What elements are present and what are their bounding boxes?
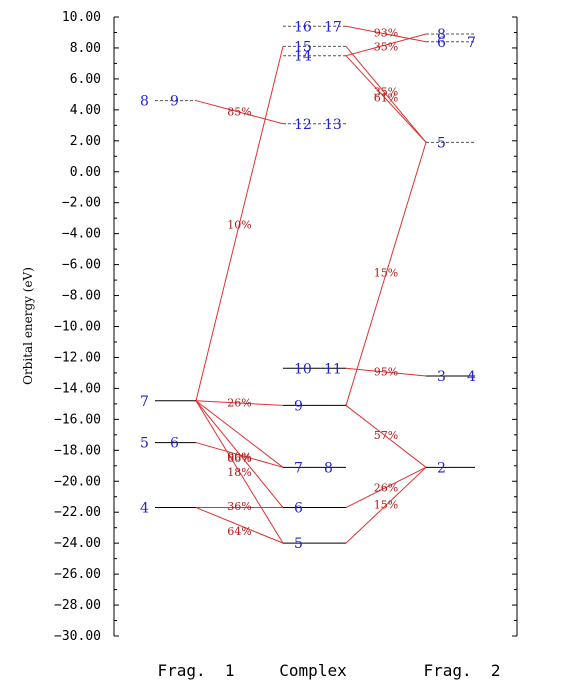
orbital-label: 4	[467, 369, 476, 385]
contribution-line	[195, 400, 284, 544]
orbital-label: 14	[294, 49, 312, 65]
tick-label: −18.00	[54, 443, 101, 458]
contribution-line	[345, 142, 427, 406]
tick-label: −4.00	[62, 227, 101, 242]
contribution-line	[345, 466, 427, 544]
contribution-percent: 57%	[374, 429, 398, 442]
tick-label: −6.00	[62, 258, 101, 273]
tick-label: 6.00	[70, 72, 101, 87]
orbital-label: 12	[294, 117, 312, 133]
contribution-percent: 95%	[374, 365, 398, 378]
tick-label: −30.00	[54, 629, 101, 644]
contribution-line	[195, 442, 284, 468]
axis-title: Orbital energy (eV)	[21, 267, 35, 385]
contribution-percent: 35%	[374, 40, 398, 53]
orbital-label: 17	[324, 19, 342, 35]
tick-label: 0.00	[70, 165, 101, 180]
tick-label: −28.00	[54, 598, 101, 613]
contribution-percent: 93%	[374, 26, 398, 39]
tick-label: −8.00	[62, 289, 101, 304]
contribution-line	[195, 400, 284, 406]
orbital-label: 4	[140, 501, 149, 517]
orbital-label: 6	[437, 35, 446, 51]
axis-ticks	[114, 16, 517, 637]
orbital-label: 8	[324, 460, 333, 476]
contribution-line	[195, 400, 284, 508]
tick-label: −20.00	[54, 474, 101, 489]
contribution-percent: 85%	[227, 105, 251, 118]
tick-label: 2.00	[70, 134, 101, 149]
contribution-line	[195, 507, 284, 544]
contribution-line	[195, 46, 284, 401]
orbital-label: 5	[140, 436, 149, 452]
contribution-line	[345, 46, 427, 143]
contribution-percent: 35%	[374, 85, 398, 98]
energy-levels	[155, 25, 475, 544]
tick-label: 8.00	[70, 41, 101, 56]
tick-label: −22.00	[54, 505, 101, 520]
orbital-label: 6	[294, 501, 303, 517]
orbital-label: 3	[437, 369, 446, 385]
contribution-percent: 15%	[374, 498, 398, 511]
contribution-percent: 36%	[227, 500, 251, 513]
contribution-line	[195, 100, 284, 125]
axis-tick-labels: 10.00 8.00 6.00 4.00 2.00 0.00 −2.00 −4.00 −6.00…	[54, 10, 101, 644]
orbital-label: 15	[294, 39, 312, 55]
contribution-line	[345, 55, 427, 143]
orbital-label: 7	[140, 394, 149, 410]
orbital-label: 9	[170, 94, 179, 110]
orbital-label: 6	[170, 436, 179, 452]
contribution-percent: 18%	[227, 466, 251, 479]
contribution-line	[345, 405, 427, 468]
contribution-line	[345, 466, 427, 509]
tick-label: −14.00	[54, 381, 101, 396]
orbital-label: 8	[437, 27, 446, 43]
column-label-frag2: Frag. 2	[423, 661, 500, 680]
contribution-percent: 26%	[227, 396, 251, 409]
orbital-label: 8	[140, 94, 149, 110]
orbital-label: 5	[294, 536, 303, 552]
contribution-percent: 26%	[374, 481, 398, 494]
tick-label: 4.00	[70, 103, 101, 118]
orbital-label: 7	[467, 35, 476, 51]
tick-label: −10.00	[54, 320, 101, 335]
orbital-label: 5	[437, 135, 446, 151]
orbital-label: 2	[437, 460, 446, 476]
tick-label: −12.00	[54, 350, 101, 365]
contribution-line	[345, 367, 427, 377]
contribution-line	[195, 400, 284, 468]
contribution-line	[345, 33, 427, 57]
orbital-label: 13	[324, 117, 342, 133]
column-label-frag1: Frag. 1	[157, 661, 234, 680]
orbital-label: 11	[324, 361, 342, 377]
contribution-percent: 61%	[374, 91, 398, 104]
contribution-percent: 66%	[227, 452, 251, 465]
contribution-line	[345, 25, 427, 43]
column-label-complex: Complex	[279, 661, 347, 680]
contribution-lines	[195, 25, 427, 544]
contribution-percent: 90%	[227, 450, 251, 463]
contribution-percent: 64%	[227, 525, 251, 538]
contribution-percent: 10%	[227, 218, 251, 231]
orbital-label: 16	[294, 19, 312, 35]
tick-label: −24.00	[54, 536, 101, 551]
contribution-percentages: 85%10%26%90%66%18%36%64%93%35%35%61%15%9…	[227, 26, 398, 537]
tick-label: −26.00	[54, 567, 101, 582]
tick-label: −16.00	[54, 412, 101, 427]
orbital-label: 9	[294, 398, 303, 414]
orbital-label: 10	[294, 361, 312, 377]
tick-label: −2.00	[62, 196, 101, 211]
tick-label: 10.00	[62, 10, 101, 25]
contribution-percent: 15%	[374, 266, 398, 279]
orbital-label: 7	[294, 460, 303, 476]
